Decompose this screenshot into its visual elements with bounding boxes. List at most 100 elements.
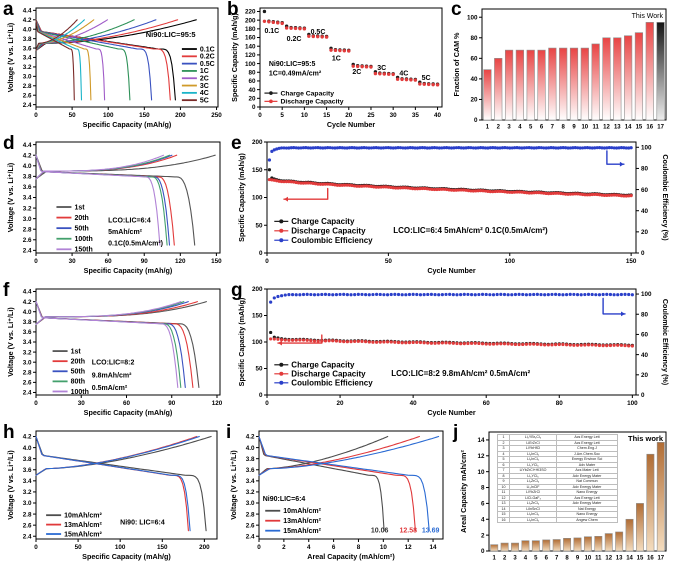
svg-text:4.2: 4.2	[23, 434, 32, 441]
svg-text:60: 60	[641, 332, 649, 339]
svg-text:0: 0	[257, 544, 261, 551]
svg-text:3.6: 3.6	[23, 45, 32, 52]
svg-text:35: 35	[412, 112, 420, 119]
panel-letter-b: b	[227, 0, 239, 20]
svg-text:9: 9	[572, 125, 576, 131]
svg-text:4.2: 4.2	[246, 434, 255, 441]
svg-text:16: 16	[647, 556, 654, 562]
svg-text:Ni90: LIC=6:4: Ni90: LIC=6:4	[120, 520, 165, 527]
svg-text:100: 100	[641, 291, 652, 298]
svg-text:1C: 1C	[332, 56, 341, 63]
svg-text:50th: 50th	[74, 225, 88, 232]
svg-text:80: 80	[248, 69, 256, 76]
svg-text:40: 40	[641, 352, 649, 359]
svg-text:Discharge Capacity: Discharge Capacity	[291, 369, 366, 378]
svg-text:Coulombic Efficiency: Coulombic Efficiency	[291, 236, 373, 245]
svg-text:12: 12	[477, 453, 485, 460]
reference-row: 12 LiCl-GaF₃ Acs Energy Lett	[497, 494, 618, 501]
reference-row: 2 LiErZrCl Acs Energy Lett	[497, 439, 618, 446]
svg-text:3.6: 3.6	[23, 184, 32, 191]
svg-text:3.4: 3.4	[23, 478, 32, 485]
svg-text:Coulombic Efficiency: Coulombic Efficiency	[291, 378, 373, 387]
svg-text:150: 150	[211, 258, 222, 265]
svg-text:13.69: 13.69	[422, 527, 440, 534]
svg-text:90: 90	[141, 258, 149, 265]
svg-text:Cycle Number: Cycle Number	[427, 266, 476, 275]
svg-text:0: 0	[34, 258, 38, 265]
svg-text:Voltage (V vs. Li⁺/Li): Voltage (V vs. Li⁺/Li)	[6, 22, 15, 92]
chart-a: 0 50 100 150 200 250 2.4 2.6 2.8 3.0 3.2 3.4 3.6 3.8 4…	[6, 7, 222, 129]
svg-text:0: 0	[34, 112, 38, 119]
svg-text:Specific Capacity (mAh/g): Specific Capacity (mAh/g)	[83, 120, 172, 129]
svg-text:3.4: 3.4	[23, 55, 32, 62]
svg-text:LCO:LIC=8:2: LCO:LIC=8:2	[92, 360, 135, 367]
reference-row: 7 LiYbZrCl+HI3SO Acs Mater Lett	[497, 467, 618, 474]
svg-text:20: 20	[641, 229, 649, 236]
svg-text:2: 2	[282, 544, 286, 551]
svg-text:4.0: 4.0	[23, 309, 32, 316]
svg-text:3.8: 3.8	[23, 36, 32, 43]
svg-text:Ni90:LIC=95:5: Ni90:LIC=95:5	[269, 61, 316, 68]
svg-text:20th: 20th	[71, 358, 85, 365]
svg-text:1st: 1st	[74, 204, 85, 211]
svg-text:100: 100	[627, 400, 638, 407]
svg-text:80: 80	[641, 311, 649, 318]
svg-text:0: 0	[481, 548, 485, 555]
svg-text:60: 60	[470, 56, 478, 63]
svg-text:9.8mAh/cm²: 9.8mAh/cm²	[92, 372, 132, 379]
panel-d-lco64-profiles: d 0 30 60 90 120 150 2.4 2.6 2.8 3.0 3.2 3.4 3.6 3.8 4…	[2, 133, 228, 281]
panel-i-loading-profiles-areal: i 0 2 4 6 8 10 12 14 2.4 2.6 2.8 3.0 3.2 3.4 3.6 3.8 4.0…	[225, 422, 451, 567]
panel-h-loading-profiles-specific: h 0 50 100 150 200 2.4 2.6 2.8 3.0 3.2 3.4 3.6 3.8 4.…	[2, 422, 223, 567]
svg-text:150: 150	[252, 313, 263, 320]
svg-text:15: 15	[323, 112, 331, 119]
svg-text:11: 11	[595, 556, 602, 562]
svg-text:200: 200	[252, 139, 263, 146]
svg-text:20: 20	[641, 372, 649, 379]
svg-text:25: 25	[367, 112, 375, 119]
svg-text:11: 11	[592, 125, 599, 131]
svg-text:20: 20	[248, 96, 256, 103]
svg-text:3.8: 3.8	[23, 174, 32, 181]
svg-text:9: 9	[576, 556, 580, 562]
svg-text:200: 200	[199, 544, 210, 551]
svg-text:LCO:LIC=6:4 5mAh/cm² 0.1: LCO:LIC=6:4 5mAh/cm² 0.1C(0.5mA/cm²)	[393, 226, 548, 235]
svg-text:10: 10	[477, 469, 485, 476]
svg-text:0: 0	[258, 112, 262, 119]
svg-text:14: 14	[430, 544, 438, 551]
svg-text:10mAh/cm²: 10mAh/cm²	[283, 508, 321, 515]
panel-letter-h: h	[3, 422, 15, 443]
svg-text:12: 12	[605, 556, 612, 562]
svg-text:2.4: 2.4	[23, 248, 32, 255]
svg-text:5mAh/cm²: 5mAh/cm²	[108, 229, 143, 236]
chart-f: 0 30 60 90 120 2.4 2.6 2.8 3.0 3.2 3.4 3.6 3.8 4.0 4.2…	[6, 288, 223, 417]
svg-text:3.6: 3.6	[23, 467, 32, 474]
svg-text:13: 13	[616, 556, 623, 562]
svg-text:2.6: 2.6	[23, 237, 32, 244]
svg-text:7: 7	[555, 556, 559, 562]
svg-text:0.5C: 0.5C	[200, 61, 215, 68]
svg-text:10.06: 10.06	[371, 527, 389, 534]
svg-text:10: 10	[585, 556, 592, 562]
panel-b-rate-capability: b 0 5 10 15 20 25 30 35 40 0 20 40 60 80 100 120 140 160 1…	[226, 0, 448, 134]
svg-text:100: 100	[641, 144, 652, 151]
svg-text:2: 2	[503, 556, 507, 562]
svg-text:60: 60	[248, 78, 256, 85]
svg-text:0: 0	[474, 117, 478, 124]
svg-text:40: 40	[410, 400, 418, 407]
svg-text:17: 17	[657, 125, 664, 131]
svg-text:100: 100	[245, 61, 256, 68]
svg-text:1st: 1st	[71, 348, 82, 355]
svg-text:20: 20	[470, 97, 478, 104]
svg-text:2C: 2C	[200, 76, 209, 83]
reference-row: 4 Li₃InCl₆ J.Am.Chem.Soc	[497, 450, 618, 457]
svg-text:1: 1	[486, 125, 490, 131]
reference-row: 13 Li₂ZrCl₆ Adv Energy Mater	[497, 500, 618, 507]
svg-text:3C: 3C	[200, 83, 209, 90]
svg-text:0.1C: 0.1C	[200, 46, 215, 53]
panel-letter-f: f	[3, 280, 10, 301]
panel-letter-d: d	[3, 133, 15, 154]
